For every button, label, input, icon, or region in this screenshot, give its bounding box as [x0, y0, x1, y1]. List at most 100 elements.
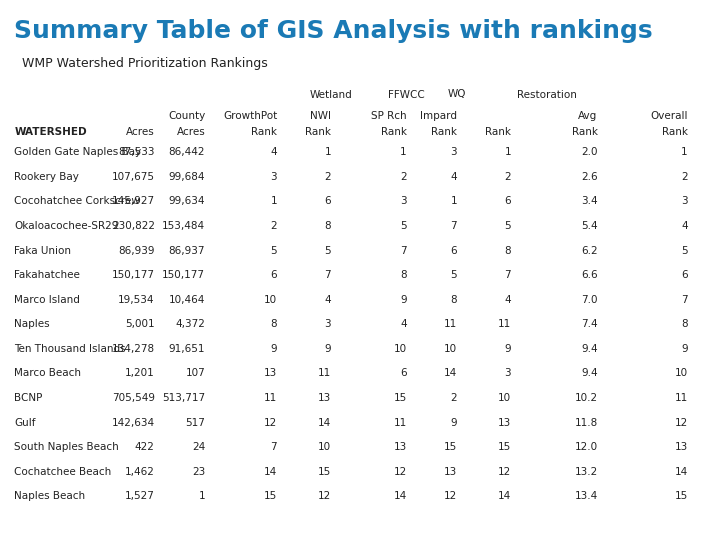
Text: 14: 14 — [444, 368, 457, 379]
Text: 4: 4 — [400, 319, 407, 329]
Text: 145,927: 145,927 — [112, 197, 155, 206]
Text: 1: 1 — [505, 147, 511, 157]
Text: 12: 12 — [444, 491, 457, 501]
Text: FFWCC: FFWCC — [388, 90, 426, 99]
Text: SP Rch: SP Rch — [372, 111, 407, 121]
Text: 5: 5 — [505, 221, 511, 231]
Text: 142,634: 142,634 — [112, 417, 155, 428]
Text: Avg: Avg — [578, 111, 598, 121]
Text: Rank: Rank — [662, 127, 688, 137]
Text: Impard: Impard — [420, 111, 457, 121]
Text: 15: 15 — [675, 491, 688, 501]
Text: 13: 13 — [444, 467, 457, 477]
Text: 1,527: 1,527 — [125, 491, 155, 501]
Text: BCNP: BCNP — [14, 393, 42, 403]
Text: Cochatchee Beach: Cochatchee Beach — [14, 467, 112, 477]
Text: Rank: Rank — [381, 127, 407, 137]
Text: Naples Beach: Naples Beach — [14, 491, 86, 501]
Text: 422: 422 — [135, 442, 155, 452]
Text: 10.2: 10.2 — [575, 393, 598, 403]
Text: 11: 11 — [498, 319, 511, 329]
Text: Rank: Rank — [485, 127, 511, 137]
Text: 15: 15 — [318, 467, 331, 477]
Text: 6: 6 — [681, 270, 688, 280]
Text: 5,001: 5,001 — [125, 319, 155, 329]
Text: 150,177: 150,177 — [112, 270, 155, 280]
Text: 9: 9 — [681, 344, 688, 354]
Text: 10: 10 — [444, 344, 457, 354]
Text: 9.4: 9.4 — [581, 344, 598, 354]
Text: WATERSHED: WATERSHED — [14, 127, 87, 137]
Text: 7: 7 — [400, 246, 407, 255]
Text: 9: 9 — [451, 417, 457, 428]
Text: 3: 3 — [451, 147, 457, 157]
Text: 10: 10 — [264, 295, 277, 305]
Text: 91,651: 91,651 — [168, 344, 205, 354]
Text: 99,634: 99,634 — [168, 197, 205, 206]
Text: 15: 15 — [444, 442, 457, 452]
Text: 10: 10 — [318, 442, 331, 452]
Text: 12: 12 — [498, 467, 511, 477]
Text: 13: 13 — [675, 442, 688, 452]
Text: 11: 11 — [394, 417, 407, 428]
Text: 107: 107 — [186, 368, 205, 379]
Text: 1: 1 — [451, 197, 457, 206]
Text: 1,201: 1,201 — [125, 368, 155, 379]
Text: 15: 15 — [264, 491, 277, 501]
Text: 19,534: 19,534 — [118, 295, 155, 305]
Text: 7: 7 — [325, 270, 331, 280]
Text: 4: 4 — [451, 172, 457, 182]
Text: 7: 7 — [271, 442, 277, 452]
Text: 11: 11 — [318, 368, 331, 379]
Text: 8: 8 — [505, 246, 511, 255]
Text: 11.8: 11.8 — [575, 417, 598, 428]
Text: 87,533: 87,533 — [118, 147, 155, 157]
Text: 5: 5 — [451, 270, 457, 280]
Text: 5: 5 — [325, 246, 331, 255]
Text: 513,717: 513,717 — [162, 393, 205, 403]
Text: 13: 13 — [264, 368, 277, 379]
Text: 1,462: 1,462 — [125, 467, 155, 477]
Text: 6: 6 — [325, 197, 331, 206]
Text: 12: 12 — [675, 417, 688, 428]
Text: Rank: Rank — [431, 127, 457, 137]
Text: 11: 11 — [675, 393, 688, 403]
Text: 8: 8 — [325, 221, 331, 231]
Text: Wetland: Wetland — [310, 90, 353, 99]
Text: 7: 7 — [451, 221, 457, 231]
Text: 1: 1 — [325, 147, 331, 157]
Text: 99,684: 99,684 — [168, 172, 205, 182]
Text: 9: 9 — [325, 344, 331, 354]
Text: 11: 11 — [444, 319, 457, 329]
Text: Marco Island: Marco Island — [14, 295, 80, 305]
Text: 517: 517 — [185, 417, 205, 428]
Text: 1: 1 — [199, 491, 205, 501]
Text: 7: 7 — [505, 270, 511, 280]
Text: 1: 1 — [400, 147, 407, 157]
Text: 8: 8 — [451, 295, 457, 305]
Text: Naples: Naples — [14, 319, 50, 329]
Text: 6.6: 6.6 — [581, 270, 598, 280]
Text: 10,464: 10,464 — [168, 295, 205, 305]
Text: 2: 2 — [271, 221, 277, 231]
Text: 6.2: 6.2 — [581, 246, 598, 255]
Text: 3.4: 3.4 — [581, 197, 598, 206]
Text: Rank: Rank — [251, 127, 277, 137]
Text: 10: 10 — [394, 344, 407, 354]
Text: 15: 15 — [498, 442, 511, 452]
Text: County: County — [168, 111, 205, 121]
Text: Rank: Rank — [305, 127, 331, 137]
Text: WMP Watershed Prioritization Rankings: WMP Watershed Prioritization Rankings — [22, 57, 267, 70]
Text: 6: 6 — [271, 270, 277, 280]
Text: 8: 8 — [400, 270, 407, 280]
Text: Overall: Overall — [650, 111, 688, 121]
Text: 3: 3 — [400, 197, 407, 206]
Text: 14: 14 — [318, 417, 331, 428]
Text: 13: 13 — [394, 442, 407, 452]
Text: 13: 13 — [318, 393, 331, 403]
Text: Acres: Acres — [126, 127, 155, 137]
Text: 1: 1 — [271, 197, 277, 206]
Text: 13: 13 — [498, 417, 511, 428]
Text: 14: 14 — [394, 491, 407, 501]
Text: 2: 2 — [505, 172, 511, 182]
